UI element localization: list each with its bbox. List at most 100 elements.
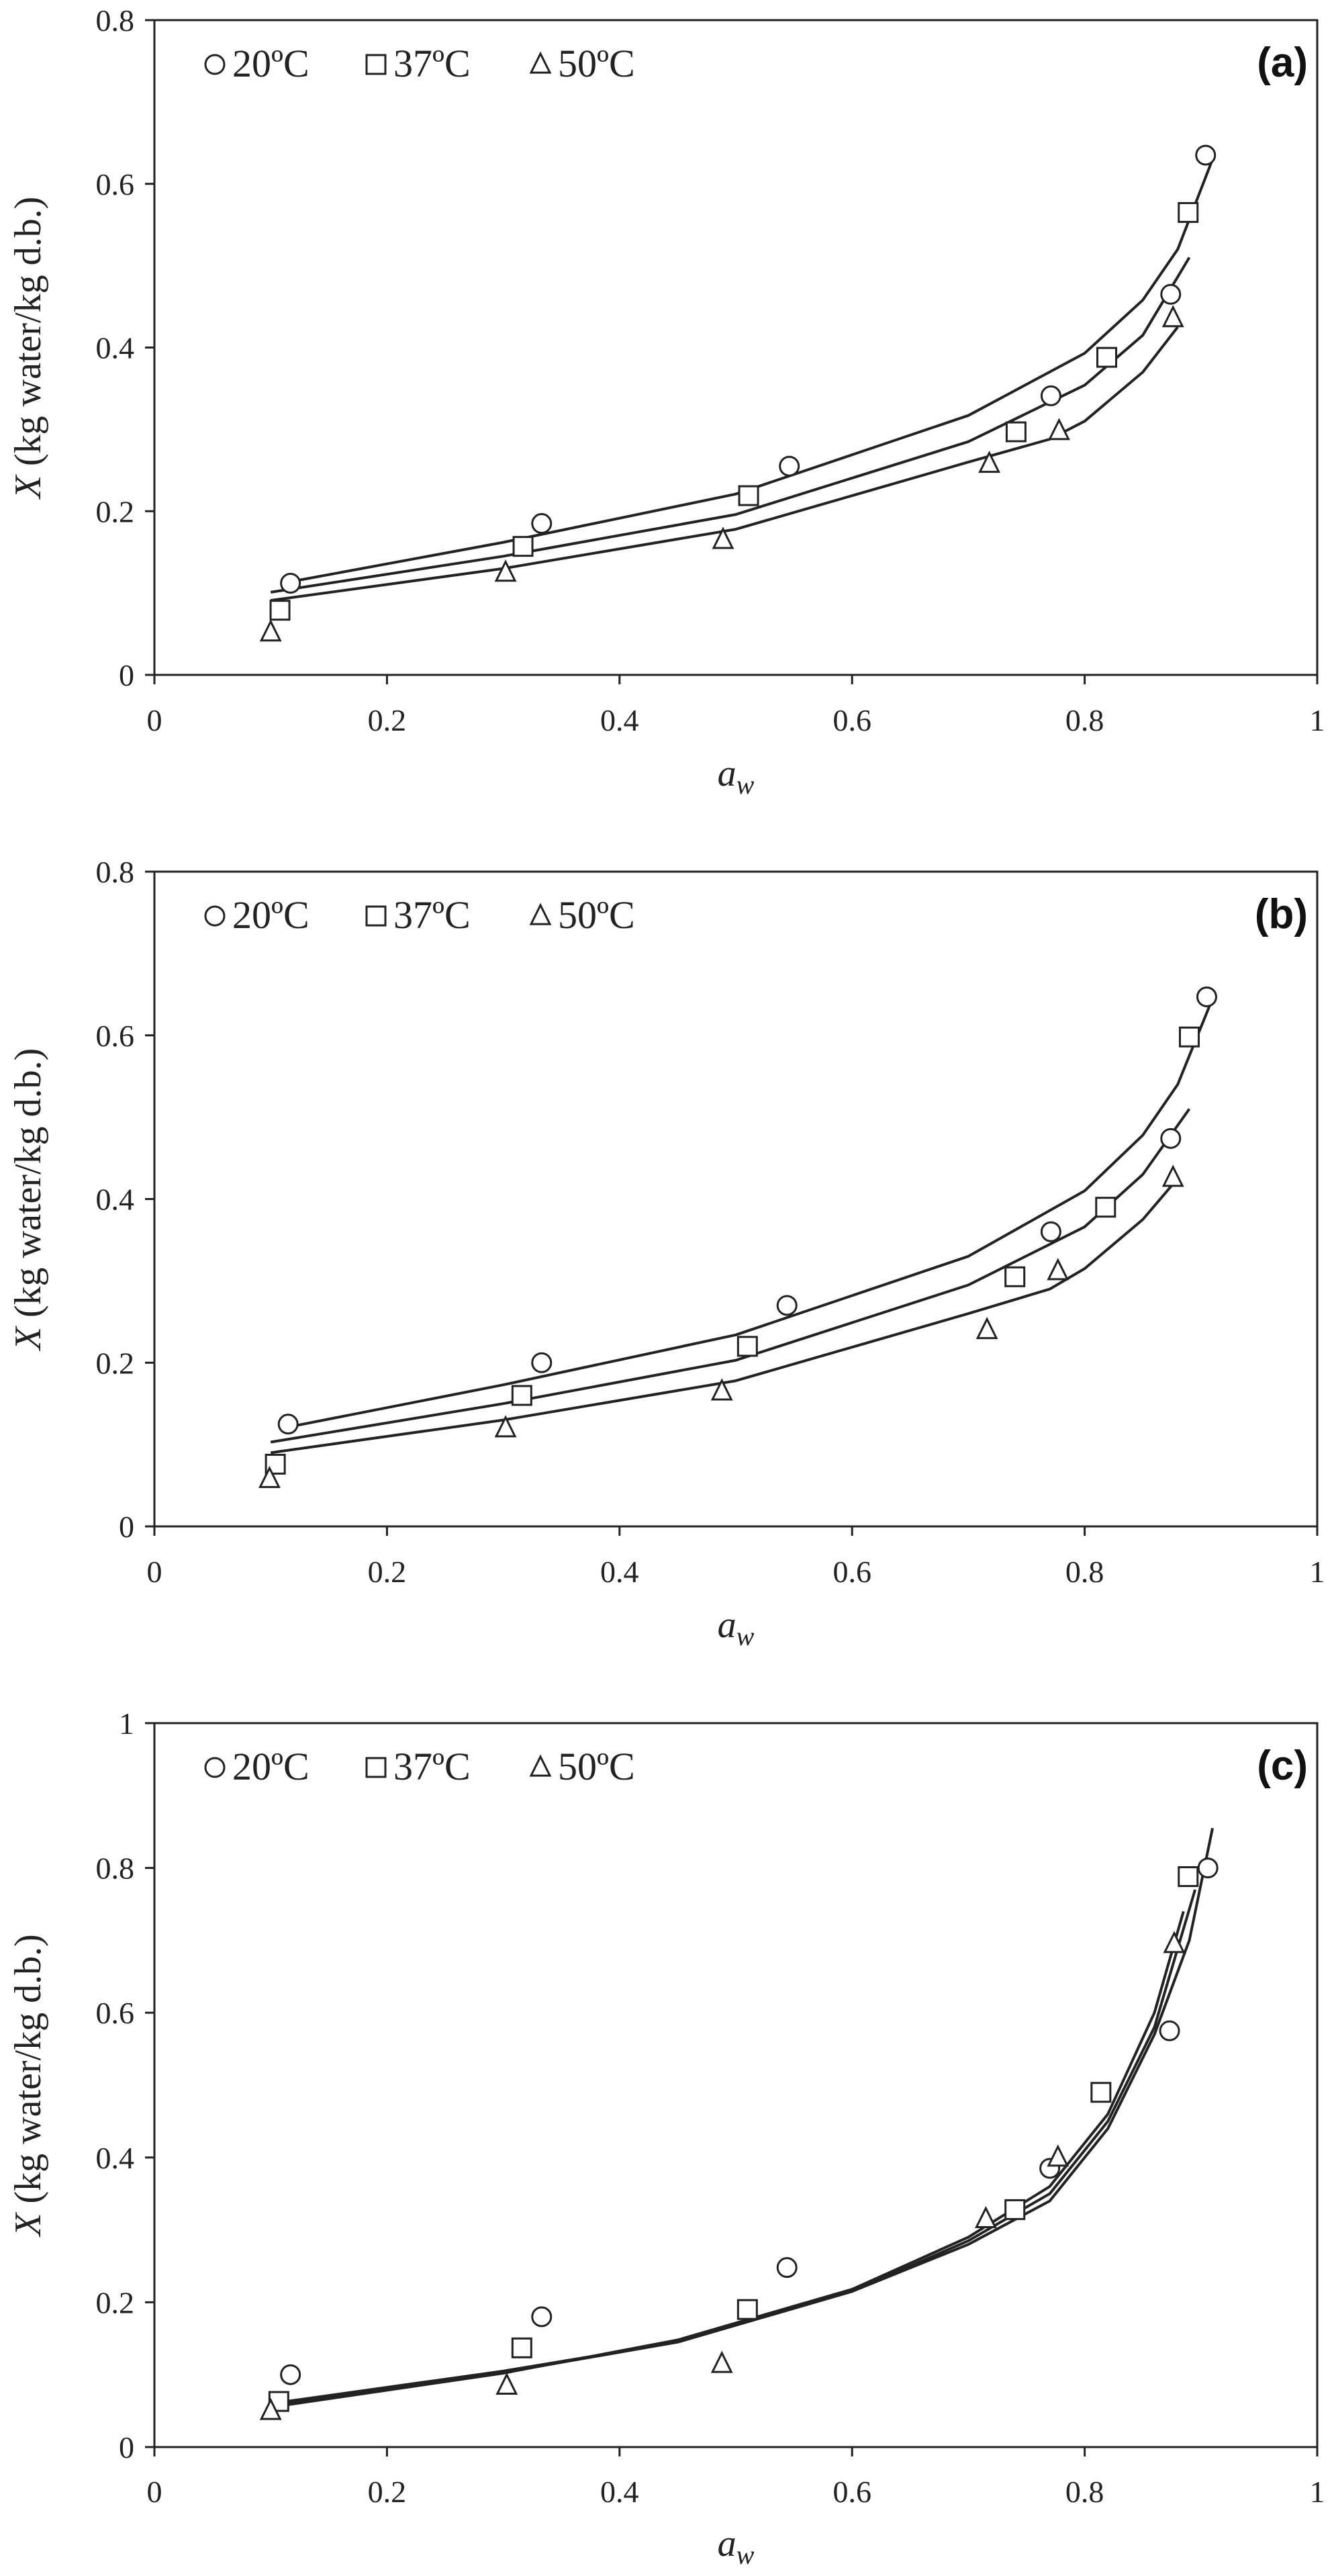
panel-label: (a): [1257, 40, 1308, 86]
x-tick-label: 1: [1310, 703, 1325, 737]
data-point-circle: [277, 1414, 299, 1435]
fit-line-circle: [282, 158, 1214, 585]
data-point-circle: [531, 2306, 553, 2328]
chart-panel-b: 0 0.2 0.4 0.6 0.8 1 0 0.2 0.4 0.6 0.8 aw X (kg water…: [0, 852, 1332, 1684]
data-point-square: [1178, 1866, 1199, 1888]
legend-marker-triangle: [529, 903, 552, 925]
y-axis-title-var: X: [7, 1325, 49, 1351]
legend-marker-square: [365, 1757, 387, 1778]
data-point-triangle: [494, 559, 517, 582]
y-axis-title-var: X: [7, 2211, 49, 2238]
data-point-circle: [280, 2364, 301, 2385]
chart-panel-a: 0 0.2 0.4 0.6 0.8 1 0 0.2 0.4 0.6 0.8 aw X (kg water…: [0, 0, 1332, 833]
data-point-square: [1004, 1266, 1026, 1287]
data-point-square: [1178, 201, 1199, 223]
chart-c-svg: 0 0.2 0.4 0.6 0.8 1 0 0.2 0.4 0.6 0.8 1 aw X (kg wate…: [7, 1706, 1325, 2569]
x-axis-title-main: a: [718, 2523, 736, 2565]
x-axis-title-sub: w: [736, 770, 755, 800]
legend-marker-square: [365, 905, 387, 927]
data-point-square: [1004, 2199, 1026, 2220]
legend-label: 37ºC: [393, 893, 471, 937]
y-tick-label: 0.2: [96, 494, 135, 528]
data-point-circle: [1159, 2020, 1180, 2041]
y-tick-label: 0.2: [96, 1346, 135, 1380]
y-tick-label: 0.6: [96, 167, 135, 201]
y-axis-title-rest: (kg water/kg d.b.): [7, 1048, 49, 1327]
y-axis-title-var: X: [7, 473, 49, 500]
legend-label: 20ºC: [232, 42, 310, 85]
y-tick-label: 0: [119, 658, 134, 692]
legend-marker-circle: [204, 1757, 226, 1778]
x-axis-title-main: a: [718, 1604, 736, 1646]
legend-label: 37ºC: [393, 1745, 471, 1788]
y-tick-label: 0.8: [96, 3, 135, 38]
data-point-circle: [531, 1352, 553, 1373]
data-point-circle: [776, 1295, 798, 1316]
x-axis-title: aw: [718, 753, 755, 800]
data-point-circle: [1040, 385, 1061, 406]
data-point-circle: [1195, 144, 1217, 166]
x-tick-label: 0: [147, 1555, 162, 1589]
data-point-square: [736, 1336, 758, 1357]
panel-label: (b): [1255, 891, 1308, 937]
legend-marker-triangle: [529, 1754, 552, 1777]
data-point-circle: [1160, 283, 1182, 305]
data-point-circle: [531, 513, 553, 535]
y-axis-title-rest: (kg water/kg d.b.): [7, 197, 49, 475]
x-tick-label: 0.8: [1065, 2475, 1104, 2509]
data-point-triangle: [495, 2372, 518, 2395]
x-tick-label: 0.6: [832, 2475, 871, 2509]
data-point-triangle: [1047, 2144, 1069, 2167]
chart-b-svg: 0 0.2 0.4 0.6 0.8 1 0 0.2 0.4 0.6 0.8 aw X (kg water…: [7, 855, 1325, 1651]
legend-label: 37ºC: [393, 42, 471, 85]
legend-label: 20ºC: [232, 893, 310, 937]
data-point-triangle: [974, 2205, 997, 2229]
data-point-triangle: [259, 2397, 282, 2420]
fit-line-triangle: [270, 1911, 1185, 2409]
plot-frame: [153, 870, 1319, 1528]
legend-marker-square: [365, 54, 387, 75]
x-tick-label: 0.2: [368, 703, 407, 737]
y-tick-label: 0: [119, 2430, 134, 2465]
x-tick-label: 0: [147, 703, 162, 737]
x-axis-title-sub: w: [736, 2540, 755, 2569]
panel-label: (c): [1257, 1743, 1308, 1789]
y-tick-label: 0.2: [96, 2285, 135, 2319]
y-tick-label: 1: [119, 1706, 134, 1741]
data-point-square: [1178, 1026, 1200, 1048]
y-tick-label: 0: [119, 1510, 134, 1544]
y-axis-title: X (kg water/kg d.b.): [7, 1048, 49, 1351]
x-tick-label: 0.4: [600, 703, 639, 737]
fit-line-triangle: [270, 1177, 1179, 1455]
data-point-square: [511, 2337, 532, 2358]
y-tick-label: 0.6: [96, 1996, 135, 2030]
fit-line-square: [270, 1108, 1191, 1444]
data-point-triangle: [1047, 1258, 1069, 1281]
data-point-circle: [1040, 1221, 1061, 1242]
fit-line-square: [270, 1889, 1197, 2407]
x-tick-label: 0.8: [1065, 703, 1104, 737]
x-tick-label: 0: [147, 2475, 162, 2509]
y-tick-label: 0.4: [96, 2141, 135, 2175]
y-tick-label: 0.8: [96, 1851, 135, 1886]
x-axis-title: aw: [718, 2523, 755, 2569]
y-tick-label: 0.6: [96, 1019, 135, 1053]
y-tick-label: 0.4: [96, 1183, 135, 1217]
data-point-square: [265, 1453, 286, 1475]
data-point-triangle: [1048, 418, 1070, 441]
x-tick-label: 1: [1310, 1555, 1325, 1589]
data-point-triangle: [1163, 1931, 1186, 1953]
data-point-triangle: [978, 451, 1000, 473]
x-tick-label: 1: [1310, 2475, 1325, 2509]
data-point-square: [736, 2299, 758, 2320]
y-axis-title: X (kg water/kg d.b.): [7, 197, 49, 500]
data-point-square: [511, 1385, 532, 1406]
y-tick-label: 0.4: [96, 331, 135, 365]
x-tick-label: 0.4: [600, 1555, 639, 1589]
data-point-triangle: [1161, 305, 1184, 328]
legend-label: 50ºC: [558, 893, 635, 937]
data-point-circle: [1160, 1128, 1182, 1149]
data-point-circle: [779, 455, 800, 477]
y-axis-title-rest: (kg water/kg d.b.): [7, 1934, 49, 2213]
y-axis-title: X (kg water/kg d.b.): [7, 1934, 49, 2237]
